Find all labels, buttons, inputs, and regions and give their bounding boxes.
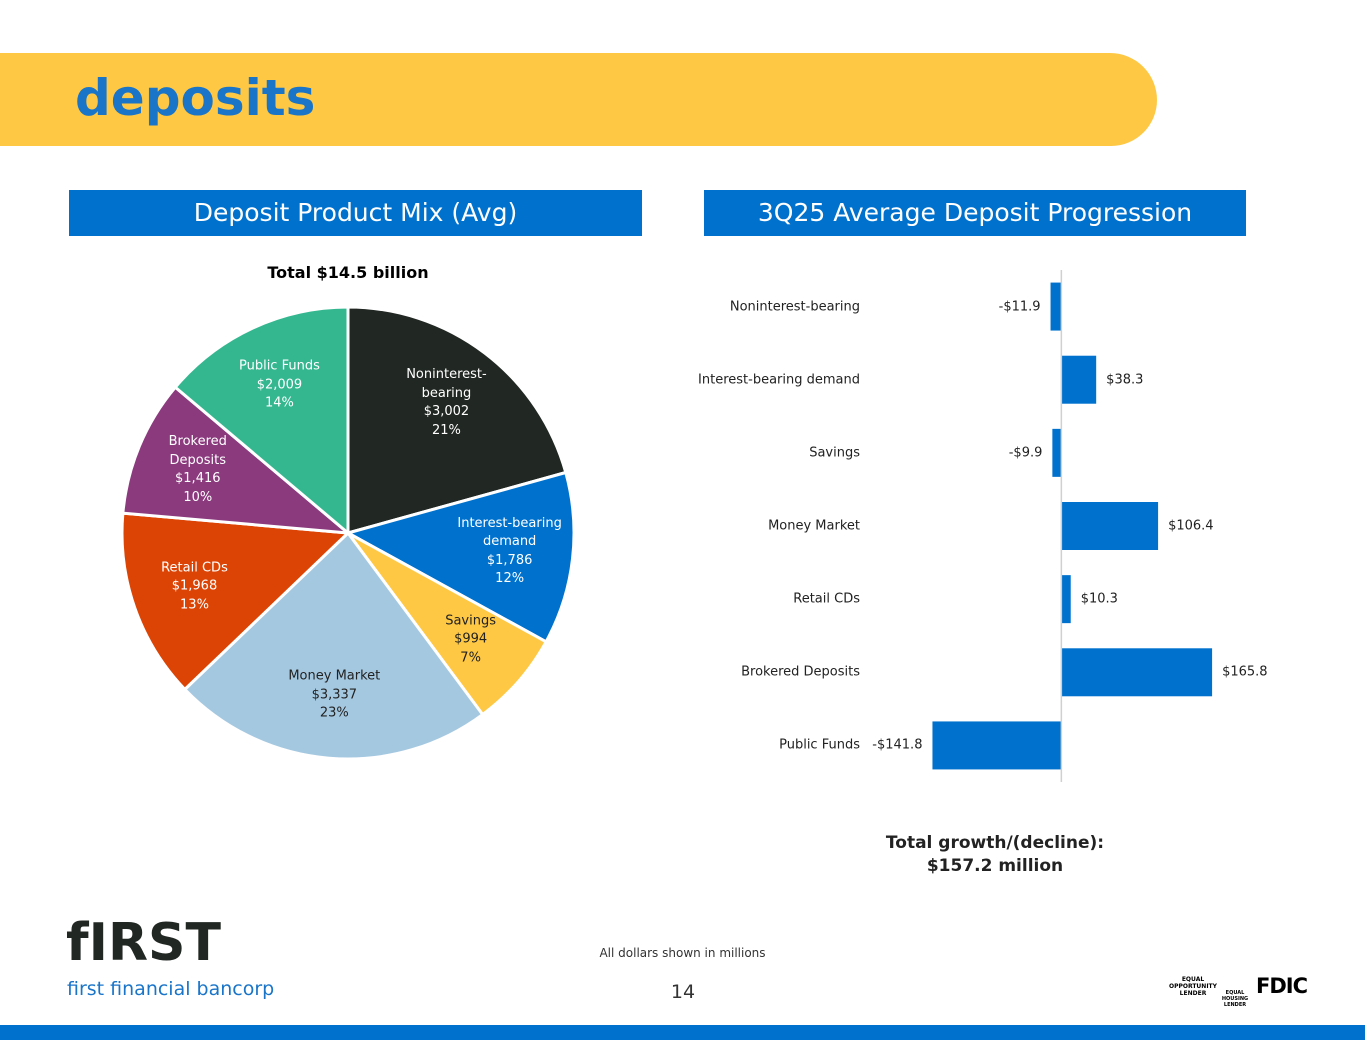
- value-label: $10.3: [1080, 591, 1118, 607]
- badge: EQUAL OPPORTUNITY LENDER: [1168, 976, 1217, 997]
- annotation: Total growth/(decline): $157.2 million: [845, 832, 1145, 878]
- pie-slice: [346, 305, 568, 535]
- bar: [1050, 282, 1062, 331]
- slice-value: $3,002: [423, 404, 470, 420]
- section-header: Deposit Product Mix (Avg): [69, 190, 642, 236]
- slice-category: Interest-bearing demand: [457, 515, 562, 550]
- value-label: -$141.8: [872, 737, 923, 753]
- value-label: $165.8: [1222, 664, 1268, 680]
- slice-percent: 7%: [460, 650, 481, 666]
- category-label: Interest-bearing demand: [698, 372, 860, 388]
- slice-value: $1,968: [171, 578, 218, 594]
- header-band: [0, 53, 1157, 146]
- bar: [932, 721, 1062, 770]
- category-label: Brokered Deposits: [741, 664, 860, 680]
- value-label: -$9.9: [1008, 445, 1043, 461]
- pie-slice: [120, 511, 352, 692]
- bar: [1061, 648, 1213, 697]
- pie-label: Noninterest-bearing $3,002 21%: [388, 366, 504, 440]
- annotation-line: $157.2 million: [926, 856, 1064, 876]
- page-number: 14: [670, 981, 696, 1003]
- section-header: 3Q25 Average Deposit Progression: [704, 190, 1246, 236]
- category-label: Savings: [809, 445, 860, 461]
- category-label: Noninterest-bearing: [729, 299, 860, 315]
- slice-percent: 14%: [264, 395, 294, 411]
- slice-category: Public Funds: [238, 358, 320, 374]
- pie-subtitle: Total $14.5 billion: [267, 263, 429, 282]
- pie-label: Public Funds $2,009 14%: [221, 358, 337, 414]
- slice-category: Savings: [445, 613, 496, 629]
- category-label: Public Funds: [779, 737, 860, 753]
- slice-value: $2,009: [256, 377, 303, 393]
- slice-percent: 12%: [495, 571, 525, 587]
- annotation-line: Total growth/(decline):: [885, 833, 1105, 853]
- pie-slice: [173, 305, 350, 537]
- badge: FDIC: [1256, 974, 1308, 998]
- slice-percent: 10%: [183, 489, 213, 505]
- slice-value: $1,786: [486, 552, 533, 568]
- slice-percent: 21%: [432, 422, 461, 438]
- slice-value: $1,416: [175, 471, 221, 487]
- badge: EQUAL HOUSING LENDER: [1221, 990, 1249, 1008]
- value-label: $38.3: [1106, 372, 1144, 388]
- pie-slice: [344, 470, 576, 644]
- slice-percent: 23%: [319, 705, 349, 721]
- pie-label: Savings $994 7%: [413, 612, 529, 668]
- value-label: $106.4: [1168, 518, 1214, 534]
- slice-category: Money Market: [288, 668, 381, 684]
- pie-label: Brokered Deposits $1,416 10%: [140, 433, 256, 507]
- bar: [1061, 575, 1071, 624]
- slice-category: Noninterest-bearing: [406, 367, 487, 401]
- slice-percent: 13%: [180, 597, 209, 613]
- logo: fIRST: [66, 913, 221, 973]
- footnote: All dollars shown in millions: [599, 946, 766, 960]
- slice-category: Retail CDs: [161, 560, 228, 576]
- category-label: Retail CDs: [793, 591, 860, 607]
- slide-title: deposits: [75, 69, 315, 127]
- slice-value: $994: [454, 631, 488, 647]
- company-name: first financial bancorp: [67, 978, 275, 1000]
- pie-label: Retail CDs $1,968 13%: [136, 559, 252, 615]
- bar: [1061, 355, 1097, 404]
- pie-slice: [182, 530, 485, 761]
- pie-label: Money Market $3,337 23%: [276, 667, 392, 723]
- slice-category: Brokered Deposits: [168, 434, 227, 468]
- pie-slice: [121, 385, 353, 535]
- pie-label: Interest-bearing demand $1,786 12%: [452, 515, 568, 589]
- slice-value: $3,337: [311, 686, 358, 702]
- bar: [1061, 502, 1159, 550]
- value-label: -$11.9: [998, 299, 1041, 315]
- category-label: Money Market: [768, 518, 860, 534]
- bar: [1052, 428, 1062, 477]
- footer-stripe: [0, 1025, 1365, 1040]
